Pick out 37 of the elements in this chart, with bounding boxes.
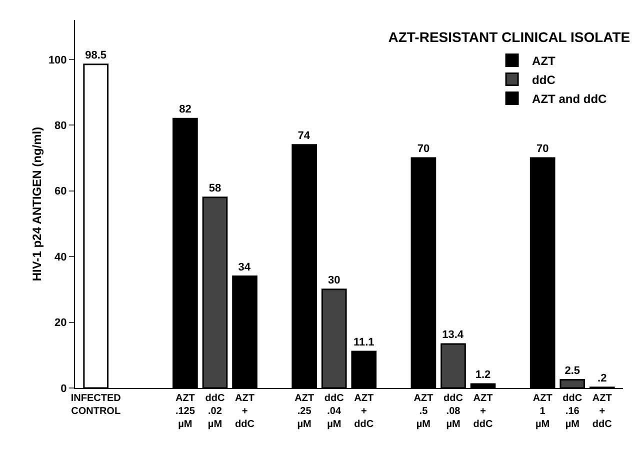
x-tick-label: INFECTED CONTROL [70, 393, 121, 417]
y-axis-title: HIV-1 p24 ANTIGEN (ng/ml) [30, 126, 44, 282]
text: AZT-RESISTANT CLINICAL ISOLATE [388, 29, 630, 46]
legend-label: AZT [532, 54, 556, 68]
data-label: .2 [598, 372, 607, 384]
data-label: 34 [238, 261, 252, 274]
data-label: 2.5 [564, 364, 580, 377]
x-tick-label: AZT + ddC [354, 393, 374, 430]
y-tick-label: 40 [54, 251, 67, 264]
data-label: 74 [298, 130, 311, 142]
data-label: 98.5 [85, 49, 107, 62]
x-tick-label: ddC .02 µM [205, 393, 225, 430]
x-tick-label: AZT .5 µM [414, 393, 434, 430]
data-label: 11.1 [353, 336, 374, 349]
legend-label: ddC [532, 72, 556, 87]
y-tick-label: 80 [54, 120, 67, 132]
x-tick-label: AZT + ddC [235, 393, 254, 430]
data-label: 82 [179, 104, 192, 116]
x-tick-label: ddC .16 µM [562, 393, 582, 430]
x-tick-label: AZT + ddC [592, 393, 612, 430]
x-tick-label: AZT .125 µM [175, 393, 196, 430]
x-tick-label: AZT 1 µM [532, 393, 552, 430]
data-label: 13.4 [442, 328, 464, 341]
x-tick-label: AZT .25 µM [294, 393, 314, 430]
x-tick-label: ddC .04 µM [324, 393, 344, 430]
x-tick-label: ddC .08 µM [444, 393, 463, 430]
y-tick-label: 100 [48, 54, 67, 66]
x-tick-label: AZT + ddC [473, 393, 493, 430]
data-label: 1.2 [475, 369, 491, 382]
legend-label: AZT and ddC [532, 92, 608, 106]
y-tick-label: 60 [54, 186, 67, 198]
y-tick-label: 20 [54, 317, 67, 330]
data-label: 70 [536, 143, 549, 155]
y-tick-label: 0 [60, 382, 67, 395]
data-label: 30 [328, 274, 340, 286]
data-label: 58 [208, 182, 222, 194]
data-label: 70 [417, 143, 430, 155]
